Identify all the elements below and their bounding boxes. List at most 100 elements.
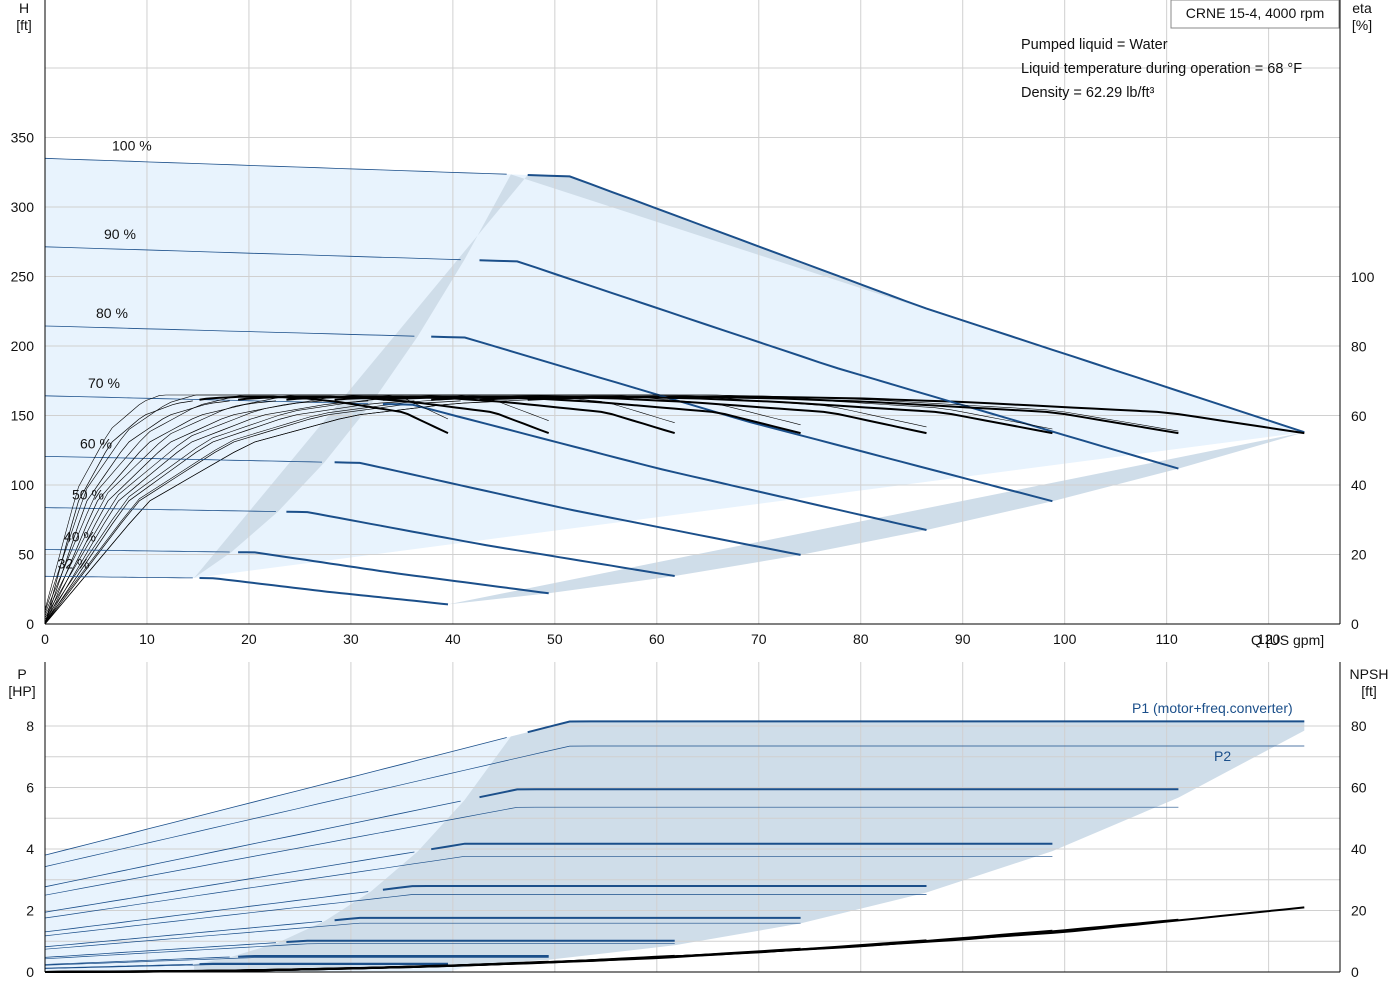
head-curve bbox=[286, 510, 675, 577]
head-tick-label: 250 bbox=[11, 269, 35, 285]
head-tick-label: 50 bbox=[18, 547, 34, 563]
speed-label: 80 % bbox=[96, 305, 128, 321]
p2-curve bbox=[44, 806, 1179, 896]
speed-label: 70 % bbox=[88, 375, 120, 391]
x-tick-label: 20 bbox=[241, 631, 257, 647]
p1-curve bbox=[238, 955, 549, 958]
eta-tick-label: 0 bbox=[1351, 616, 1359, 632]
head-tick-label: 200 bbox=[11, 338, 35, 354]
p2-curve bbox=[44, 957, 549, 966]
chart-title: CRNE 15-4, 4000 rpm bbox=[1186, 5, 1325, 21]
npsh-tick-label: 80 bbox=[1351, 718, 1367, 734]
p2-curve bbox=[44, 922, 801, 950]
p1-curve-thin bbox=[44, 891, 369, 933]
head-curve-thin bbox=[44, 507, 276, 512]
p1-curve-thin bbox=[44, 942, 276, 958]
npsh-tick-label: 20 bbox=[1351, 903, 1367, 919]
head-curve bbox=[527, 174, 1305, 434]
efficiency-curve-thin bbox=[44, 400, 461, 625]
p1-curve-thin bbox=[44, 851, 415, 913]
p2-curve bbox=[44, 894, 927, 937]
speed-label: 40 % bbox=[64, 528, 96, 544]
head-curve-thin bbox=[44, 456, 323, 463]
x-tick-label: 0 bbox=[41, 631, 49, 647]
head-curve-thin bbox=[44, 575, 193, 579]
x-tick-label: 90 bbox=[955, 631, 971, 647]
power-tick-label: 6 bbox=[26, 780, 34, 796]
info-line-density: Density = 62.29 lb/ft³ bbox=[1021, 85, 1155, 101]
x-tick-label: 50 bbox=[547, 631, 563, 647]
x-tick-label: 80 bbox=[853, 631, 869, 647]
eta-tick-label: 80 bbox=[1351, 338, 1367, 354]
top-left-axis-name: H bbox=[19, 0, 29, 16]
head-curve-thin bbox=[44, 246, 461, 261]
x-tick-label: 70 bbox=[751, 631, 767, 647]
p2-series-label: P2 bbox=[1214, 748, 1231, 764]
head-curve bbox=[479, 259, 1179, 470]
bottom-operating-area bbox=[45, 721, 1305, 972]
eta-tick-label: 100 bbox=[1351, 269, 1375, 285]
x-tick-label: 60 bbox=[649, 631, 665, 647]
top-operating-area bbox=[45, 158, 1305, 605]
speed-label: 32 % bbox=[58, 555, 90, 571]
p2-curve bbox=[44, 855, 1053, 919]
efficiency-curve-thin bbox=[44, 400, 323, 625]
head-tick-label: 0 bbox=[26, 616, 34, 632]
p2-curve bbox=[44, 745, 1305, 867]
head-curve bbox=[334, 461, 801, 556]
top-axes: 0 10 20 30 40 50 60 70 80 90 100 110 120050100150200… bbox=[11, 0, 1375, 647]
x-axis-label: Q [US gpm] bbox=[1251, 632, 1324, 648]
efficiency-curve-thin bbox=[44, 400, 230, 625]
p1-curve bbox=[334, 916, 801, 922]
p2-curve bbox=[44, 964, 448, 969]
head-curve-thin bbox=[44, 325, 415, 337]
power-tick-label: 4 bbox=[26, 841, 34, 857]
p1-curve-thin bbox=[44, 963, 193, 969]
head-tick-label: 300 bbox=[11, 199, 35, 215]
p1-curve bbox=[382, 885, 927, 891]
top-right-axis-unit: [%] bbox=[1352, 17, 1372, 33]
p1-curve bbox=[479, 788, 1179, 799]
top-light-area bbox=[45, 158, 1305, 579]
p1-curve-thin bbox=[44, 956, 230, 965]
p1-curve-thin bbox=[44, 737, 507, 856]
info-line-liquid: Pumped liquid = Water bbox=[1021, 37, 1168, 53]
npsh-tick-label: 60 bbox=[1351, 780, 1367, 796]
top-left-axis-unit: [ft] bbox=[16, 17, 32, 33]
bottom-dark-area bbox=[194, 721, 1305, 972]
title-box bbox=[1170, 0, 1340, 29]
bottom-right-axis-unit: [ft] bbox=[1361, 683, 1377, 699]
head-curve-thin bbox=[44, 549, 230, 553]
efficiency-curve-envelope bbox=[44, 394, 449, 610]
power-tick-label: 2 bbox=[26, 903, 34, 919]
p1-curve-thin bbox=[44, 921, 323, 948]
top-right-axis-name: eta bbox=[1352, 0, 1372, 16]
top-dark-area bbox=[194, 174, 1305, 605]
info-line-temperature: Liquid temperature during operation = 68… bbox=[1021, 61, 1302, 77]
x-tick-label: 40 bbox=[445, 631, 461, 647]
power-tick-label: 0 bbox=[26, 964, 34, 980]
bottom-left-axis-unit: [HP] bbox=[8, 683, 35, 699]
eta-tick-label: 20 bbox=[1351, 547, 1367, 563]
x-tick-label: 100 bbox=[1053, 631, 1077, 647]
bottom-left-axis-name: P bbox=[17, 666, 26, 682]
power-tick-label: 8 bbox=[26, 718, 34, 734]
x-tick-label: 10 bbox=[139, 631, 155, 647]
x-tick-label: 110 bbox=[1155, 631, 1178, 647]
speed-label: 60 % bbox=[80, 435, 112, 451]
p2-curve bbox=[44, 943, 675, 960]
efficiency-curve-thin bbox=[44, 400, 193, 625]
head-and-efficiency-curves bbox=[44, 157, 1305, 625]
x-tick-label: 30 bbox=[343, 631, 359, 647]
head-curve-thin bbox=[44, 157, 507, 175]
x-tick-label: 120 bbox=[1257, 631, 1281, 647]
head-curve bbox=[238, 551, 549, 595]
efficiency-curve-thin bbox=[44, 400, 369, 625]
head-curve bbox=[382, 403, 927, 531]
p1-curve bbox=[286, 939, 675, 943]
speed-label: 50 % bbox=[72, 487, 104, 503]
speed-label: 100 % bbox=[112, 137, 152, 153]
efficiency-curve-thin bbox=[44, 400, 276, 625]
